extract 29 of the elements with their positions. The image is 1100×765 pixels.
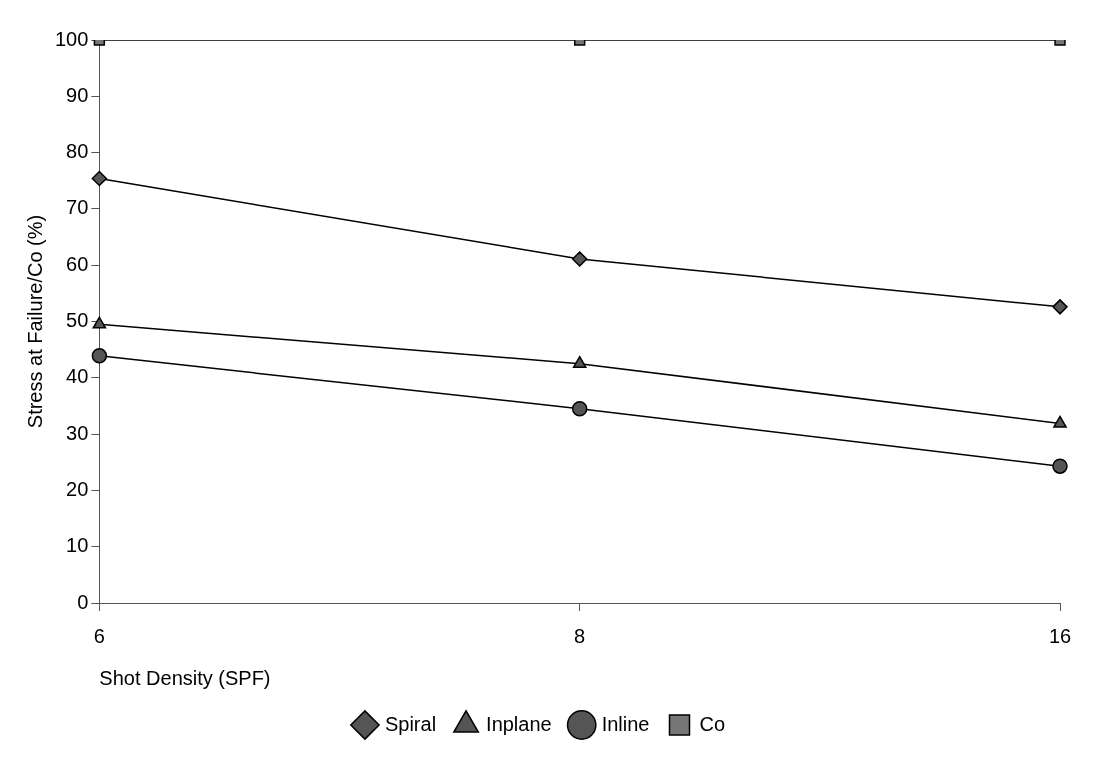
point [91, 170, 108, 187]
x-tick-label: 6 [93, 624, 105, 647]
legend-label: Co [699, 712, 726, 735]
point [1053, 415, 1067, 428]
y-tick-label: 10 [66, 534, 89, 557]
y-tick-label: 40 [66, 365, 89, 388]
x-tick-label: 8 [574, 624, 586, 647]
point [92, 316, 107, 329]
y-tick-label: 0 [77, 590, 89, 613]
y-axis-title: Stress at Failure/Co (%) [23, 214, 46, 429]
y-tick-label: 60 [66, 252, 89, 275]
y-tick-label: 30 [66, 421, 89, 444]
y-tick-label: 100 [54, 27, 89, 50]
point [91, 348, 108, 364]
y-tick-label: 70 [66, 196, 89, 219]
point [571, 401, 588, 417]
point [1052, 299, 1068, 315]
point [572, 355, 587, 368]
legend-label: Inplane [486, 712, 552, 735]
legend-label: Spiral [384, 712, 437, 735]
y-tick-label: 90 [66, 83, 89, 106]
y-tick-label: 80 [66, 140, 89, 163]
point [1052, 458, 1068, 474]
y-tick-label: 20 [66, 477, 89, 500]
x-axis-title: Shot Density (SPF) [99, 666, 271, 689]
point [571, 251, 588, 267]
x-tick-label: 16 [1048, 624, 1072, 647]
y-tick-label: 50 [66, 309, 89, 332]
legend-label: Inline [601, 712, 650, 735]
